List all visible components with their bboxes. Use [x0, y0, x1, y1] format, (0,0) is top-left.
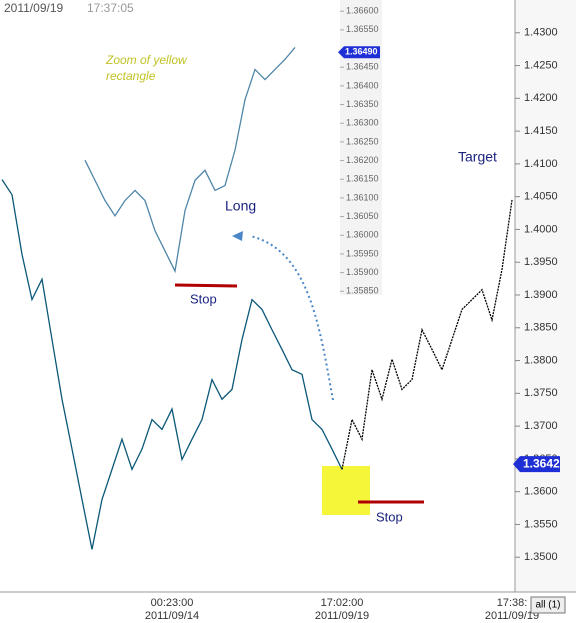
zoom-y-tick-label: 1.36450 — [346, 62, 379, 72]
all-button[interactable] — [530, 596, 566, 614]
last-price-flag — [513, 456, 560, 473]
header-date: 2011/09/19 — [4, 1, 63, 15]
y-tick-label: 1.4100 — [524, 158, 558, 170]
x-tick-date: 2011/09/19 — [315, 610, 369, 622]
zoom-y-tick-label: 1.36550 — [346, 24, 379, 34]
arrow-head — [232, 231, 243, 241]
zoom-y-tick-label: 1.36000 — [346, 230, 379, 240]
stop-label: Stop — [190, 291, 217, 306]
y-tick-label: 1.3700 — [524, 420, 558, 432]
stop-line — [174, 283, 238, 288]
yellow-rectangle — [322, 466, 370, 515]
y-tick-label: 1.4050 — [524, 191, 558, 203]
zoom-note: Zoom of yellow rectangle — [106, 53, 187, 83]
zoom-y-tick-label: 1.36200 — [346, 155, 379, 165]
zoom-arrow — [249, 235, 334, 401]
price-axis-panel — [515, 0, 576, 592]
y-tick-label: 1.3750 — [524, 387, 558, 399]
zoom-last-price-label: 1.36490 — [345, 47, 378, 57]
y-tick-label: 1.4150 — [524, 125, 558, 137]
zoom-y-tick-label: 1.36350 — [346, 99, 379, 109]
zoom-y-tick-label: 1.36250 — [346, 136, 379, 146]
zoom-y-tick-label: 1.36600 — [346, 6, 379, 16]
long-label: Long — [225, 198, 256, 214]
target-label: Target — [458, 149, 497, 165]
zoom-y-tick-label: 1.36100 — [346, 192, 379, 202]
zoom-y-tick-label: 1.35900 — [346, 267, 379, 277]
y-tick-label: 1.4300 — [524, 27, 558, 39]
y-tick-label: 1.4200 — [524, 92, 558, 104]
x-tick-date: 2011/09/19 — [485, 610, 539, 622]
x-tick-label: 17:38: — [497, 597, 528, 609]
zoom-last-price-flag — [338, 46, 380, 59]
x-tick-date: 2011/09/14 — [145, 610, 199, 622]
y-tick-label: 1.3950 — [524, 256, 558, 268]
y-tick-label: 1.3550 — [524, 518, 558, 530]
y-tick-label: 1.3800 — [524, 354, 558, 366]
price-line — [1, 179, 343, 550]
zoom-y-tick-label: 1.36150 — [346, 174, 379, 184]
y-tick-label: 1.4000 — [524, 223, 558, 235]
x-tick-label: 17:02:00 — [321, 597, 364, 609]
zoom-y-tick-label: 1.35850 — [346, 286, 379, 296]
last-price-label: 1.3642 — [523, 456, 560, 470]
zoom-y-tick-label: 1.36400 — [346, 80, 379, 90]
y-tick-label: 1.3850 — [524, 322, 558, 334]
y-tick-label: 1.3900 — [524, 289, 558, 301]
header-box — [0, 0, 150, 18]
price-line — [341, 199, 513, 470]
header-time: 17:37:05 — [87, 1, 134, 15]
y-tick-label: 1.3600 — [524, 486, 558, 498]
y-tick-label: 1.4250 — [524, 59, 558, 71]
stop-label: Stop — [376, 509, 403, 524]
zoom-y-tick-label: 1.36050 — [346, 211, 379, 221]
all-button-label[interactable]: all (1) — [535, 600, 560, 611]
zoom-y-tick-label: 1.35950 — [346, 248, 379, 258]
y-tick-label: 1.3500 — [524, 551, 558, 563]
x-tick-label: 00:23:00 — [151, 597, 194, 609]
price-line — [84, 47, 296, 274]
zoom-y-tick-label: 1.36300 — [346, 118, 379, 128]
